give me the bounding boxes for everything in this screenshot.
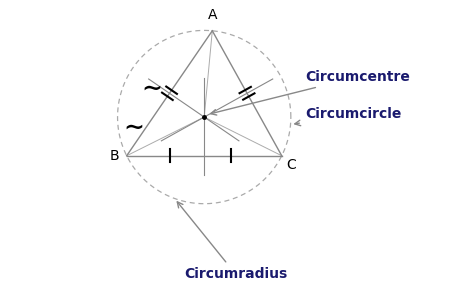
- Text: Circumcentre: Circumcentre: [211, 70, 410, 115]
- Text: ∼: ∼: [142, 77, 163, 101]
- Text: ∼: ∼: [123, 116, 144, 140]
- Text: Circumcircle: Circumcircle: [295, 107, 401, 126]
- Text: Circumradius: Circumradius: [177, 202, 287, 281]
- Text: A: A: [207, 7, 217, 22]
- Text: C: C: [287, 158, 296, 172]
- Text: B: B: [110, 149, 120, 163]
